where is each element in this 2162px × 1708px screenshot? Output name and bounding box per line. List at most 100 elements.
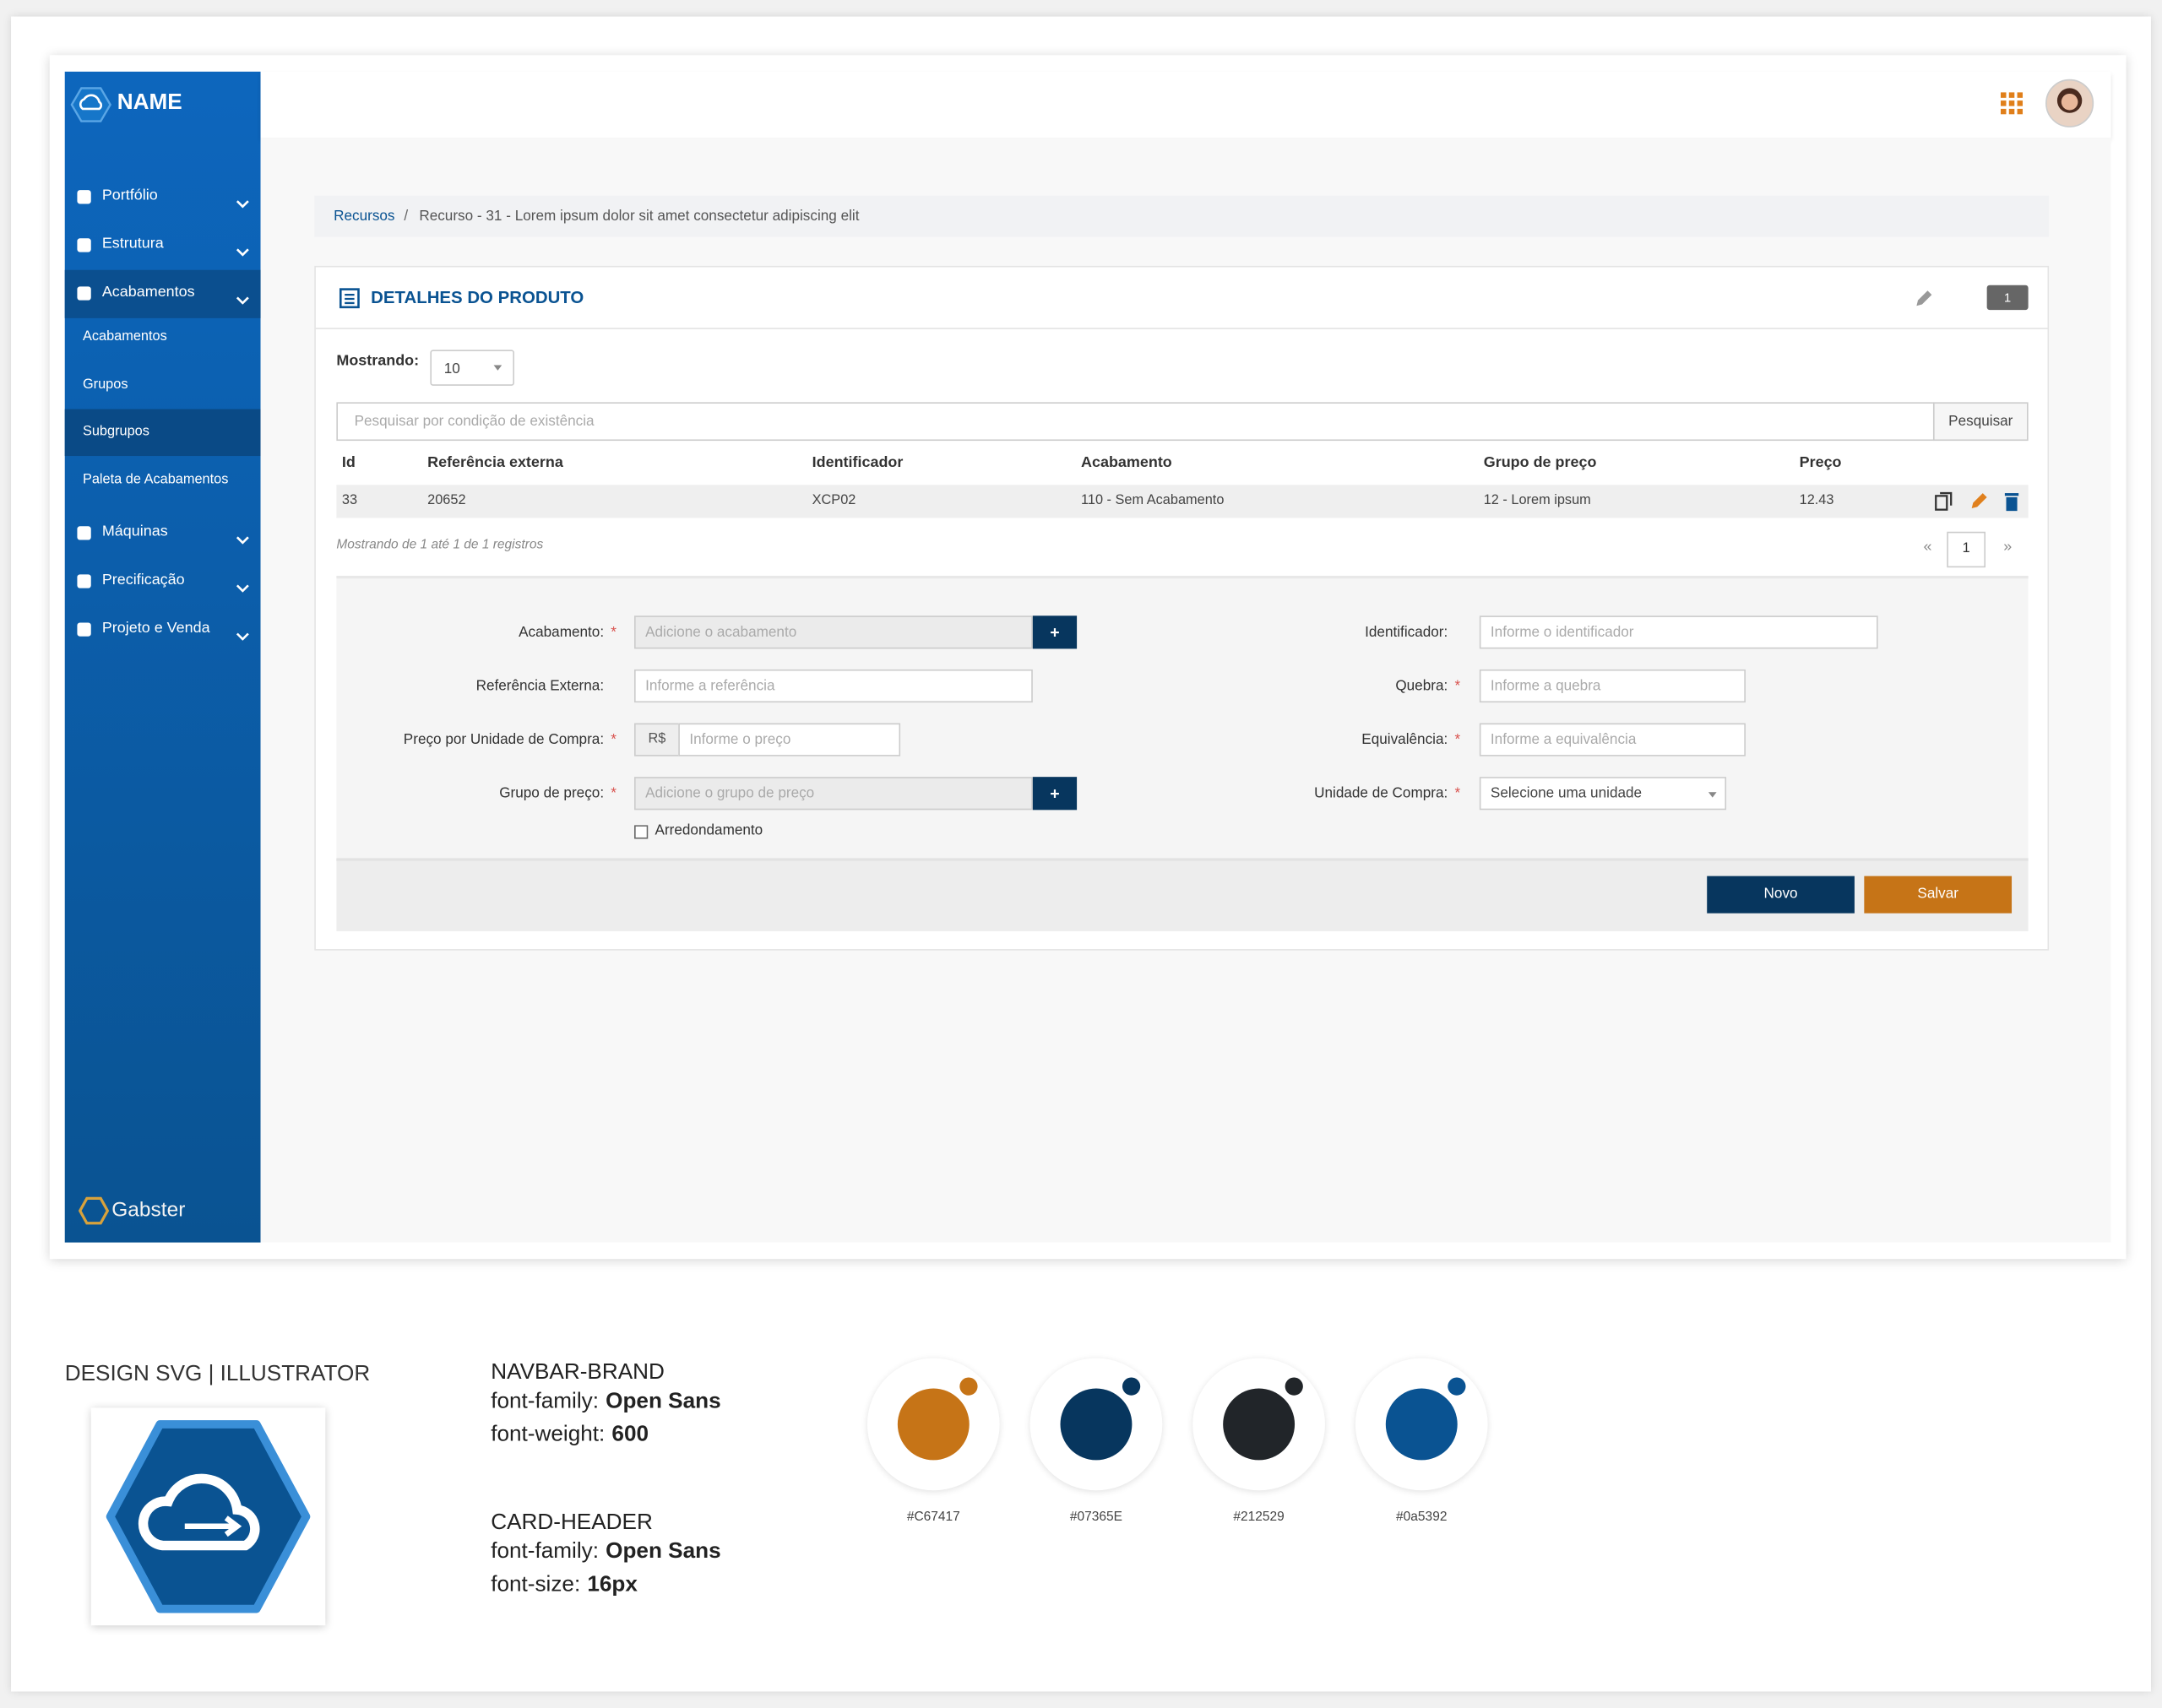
placeholder: Informe a quebra [1490,677,1601,695]
text-input[interactable]: Adicione o acabamento [634,615,1033,649]
font-spec-value: Open Sans [606,1540,721,1564]
sidebar-item[interactable]: Precificação [65,557,261,605]
table-cell: 12 - Lorem ipsum [1483,493,1591,509]
search-button[interactable]: Pesquisar [1932,402,2029,442]
breadcrumb-separator: / [404,208,409,225]
showing-label: Mostrando: [336,352,420,370]
table-cell: XCP02 [812,493,856,509]
text-input[interactable]: Informe o preço [678,723,901,756]
sidebar-icon [76,189,93,206]
select[interactable]: Selecione uma unidade [1479,777,1727,811]
badge: 1 [1986,285,2029,311]
table-info: Mostrando de 1 até 1 de 1 registros [336,537,544,553]
color-swatch [1385,1388,1458,1461]
logo-box [90,1407,326,1626]
font-spec-name: CARD-HEADER [491,1510,653,1535]
color-swatch [1060,1388,1133,1461]
page-size-value: 10 [443,361,460,378]
table-row [336,485,2029,518]
color-swatch [1223,1388,1296,1461]
sidebar-subitem[interactable]: Subgrupos [64,409,261,457]
sidebar-sublabel: Subgrupos [82,425,149,441]
font-spec-line: font-size: 16px [491,1573,638,1597]
input-prefix: R$ [634,723,680,756]
pagination-item[interactable]: 1 [1947,531,1986,568]
avatar [2045,79,2094,128]
table-header: Identificador [812,454,904,471]
table-header: Id [341,454,356,471]
card-header [315,268,2048,329]
table-cell: 110 - Sem Acabamento [1080,493,1225,509]
chevron [236,190,249,214]
field-label: Preço por Unidade de Compra: [403,731,605,748]
text-input[interactable]: Informe o identificador [1479,615,1878,649]
required-mark: * [611,784,617,802]
card: DETALHES DO PRODUTO 1 Mostrando: 10 Pesquisa… [314,265,2050,951]
sidebar-item[interactable]: Projeto e Venda [65,606,261,654]
sidebar-item[interactable]: Máquinas [65,509,261,557]
sidebar-sublabel: Grupos [82,377,128,393]
font-spec-line: font-family: Open Sans [491,1390,720,1414]
sidebar-subitem[interactable]: Paleta de Acabamentos [65,458,261,504]
add-button[interactable]: + [1032,615,1078,649]
sidebar-label: Máquinas [101,523,168,540]
text-input[interactable]: Adicione o grupo de preço [634,777,1033,811]
placeholder: Selecione uma unidade [1490,784,1643,802]
sidebar-sublabel: Acabamentos [82,328,167,344]
sidebar-label: Estrutura [101,235,164,252]
table-cell: 20652 [427,493,466,509]
sidebar-item[interactable]: Acabamentos [64,269,267,318]
placeholder: Informe o preço [689,731,791,748]
footer-logo-icon [79,1196,109,1226]
font-spec-value: Open Sans [606,1390,721,1413]
sidebar-icon [76,237,93,254]
search-placeholder: Pesquisar por condição de existência [354,413,595,431]
brand-icon [70,85,112,124]
sidebar-icon [76,524,93,541]
color-label: #0a5392 [1396,1510,1448,1526]
pagination-item[interactable]: » [2003,538,2013,556]
field-label: Grupo de preço: [499,784,605,802]
add-button[interactable]: + [1032,777,1078,811]
required-mark: * [611,624,617,641]
field-label: Acabamento: [519,624,605,641]
text-input[interactable]: Informe a quebra [1479,669,1746,703]
table-header: Referência externa [427,454,563,471]
sidebar-label: Portfólio [101,187,158,204]
card-title: DETALHES DO PRODUTO [371,287,584,307]
color-dot [1122,1377,1141,1396]
sidebar-label: Projeto e Venda [101,619,210,637]
chevron [236,574,249,599]
table-header: Grupo de preço [1483,454,1597,471]
color-dot [1285,1377,1303,1396]
save-button[interactable]: Salvar [1864,876,2013,914]
chevron [236,622,249,647]
font-spec-value: 16px [587,1573,638,1597]
table-cell: 12.43 [1799,493,1834,509]
font-spec-key: font-family: [491,1390,599,1413]
required-mark: * [1454,731,1461,748]
color-label: #07365E [1069,1510,1123,1526]
pagination-item[interactable]: « [1923,538,1932,556]
placeholder: Informe a equivalência [1490,731,1637,748]
page-size-select[interactable]: 10 [430,350,514,386]
breadcrumb-link[interactable]: Recursos [334,208,395,225]
font-spec-key: font-weight: [491,1423,606,1447]
text-input[interactable]: Informe a referência [634,669,1033,703]
text-input[interactable]: Informe a equivalência [1479,723,1746,756]
sidebar-sublabel: Paleta de Acabamentos [82,472,229,488]
sidebar-item[interactable]: Estrutura [65,222,261,270]
font-spec-key: font-size: [491,1573,581,1597]
chevron [236,286,249,311]
font-spec-key: font-family: [491,1540,599,1564]
breadcrumb-current: Recurso - 31 - Lorem ipsum dolor sit ame… [419,208,860,225]
search-input[interactable]: Pesquisar por condição de existência [336,402,1935,442]
sidebar-subitem[interactable]: Acabamentos [65,314,261,361]
sidebar-subitem[interactable]: Grupos [65,362,261,409]
field-label: Unidade de Compra: [1314,784,1448,802]
new-button[interactable]: Novo [1707,876,1855,914]
apps-icon [2000,92,2023,115]
placeholder: Adicione o acabamento [645,624,797,641]
sidebar-item[interactable]: Portfólio [65,174,261,222]
table-header: Acabamento [1080,454,1172,471]
